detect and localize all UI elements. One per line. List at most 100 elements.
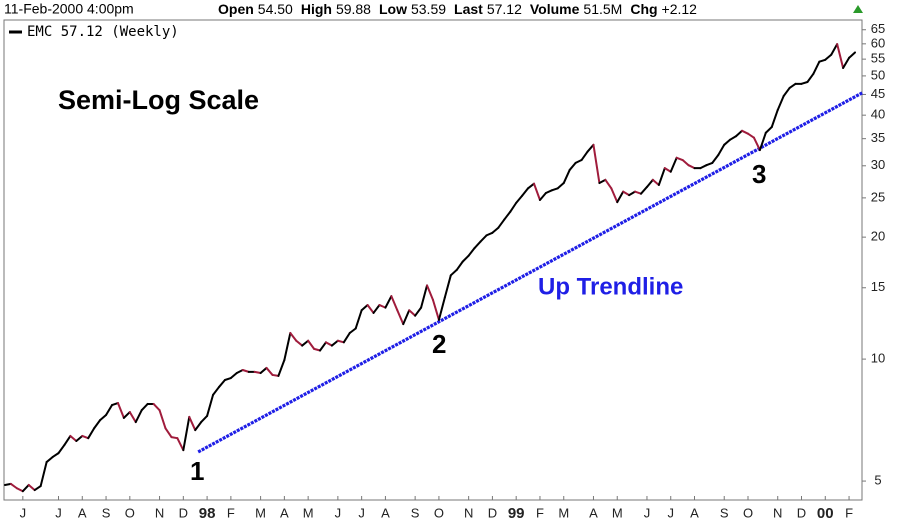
price-segment <box>289 331 298 342</box>
price-segment <box>134 409 143 424</box>
x-tick-label: O <box>434 505 444 520</box>
price-segment <box>449 268 458 277</box>
x-tick-label: S <box>411 505 420 520</box>
price-segment <box>324 341 333 347</box>
price-segment <box>319 341 327 352</box>
price-segment <box>217 379 226 389</box>
y-tick-label: 60 <box>871 35 885 50</box>
y-tick-label: 25 <box>871 189 885 204</box>
price-segment <box>277 358 286 377</box>
x-tick-label: 00 <box>817 505 834 522</box>
price-segment <box>645 178 654 188</box>
price-segment <box>782 86 791 98</box>
price-segment <box>479 234 488 243</box>
price-segment <box>538 192 547 201</box>
y-tick-label: 45 <box>871 86 885 101</box>
price-segment <box>651 178 660 186</box>
x-tick-label: F <box>536 505 544 520</box>
price-segment <box>200 414 209 424</box>
price-segment <box>140 402 149 412</box>
price-segment <box>408 309 417 317</box>
price-segment <box>544 189 553 195</box>
price-segment <box>152 402 161 412</box>
annotation: 2 <box>432 329 446 359</box>
x-tick-label: A <box>589 505 598 520</box>
price-segment <box>574 159 583 164</box>
price-segment <box>420 284 429 309</box>
price-segment <box>806 72 815 83</box>
price-segment <box>354 309 363 330</box>
price-segment <box>562 168 571 185</box>
price-segment <box>711 153 720 164</box>
x-tick-label: M <box>303 505 314 520</box>
quote-label: Chg <box>630 1 657 17</box>
x-tick-label: S <box>720 505 729 520</box>
y-tick-label: 35 <box>871 130 885 145</box>
price-segment <box>503 210 512 221</box>
quote-label: Last <box>454 1 483 17</box>
price-segment <box>687 164 696 170</box>
price-segment <box>313 347 322 352</box>
price-segment <box>634 190 643 195</box>
price-segment <box>836 43 845 69</box>
price-segment <box>63 434 72 446</box>
change-up-arrow <box>853 5 863 13</box>
price-segment <box>521 187 530 197</box>
price-segment <box>9 482 18 490</box>
price-segment <box>426 284 434 301</box>
price-segment <box>616 190 625 204</box>
price-segment <box>556 182 565 190</box>
plot-frame <box>3 19 863 501</box>
price-segment <box>752 136 761 152</box>
price-segment <box>81 434 90 440</box>
quote-label: Open <box>218 1 254 17</box>
price-segment <box>586 143 595 153</box>
price-segment <box>669 156 678 173</box>
x-tick-label: J <box>644 505 651 520</box>
x-tick-label: 98 <box>199 505 216 522</box>
x-tick-label: S <box>102 505 111 520</box>
price-segment <box>93 419 102 430</box>
x-tick-label: M <box>612 505 623 520</box>
x-tick-label: J <box>667 505 674 520</box>
price-segment <box>788 82 797 89</box>
x-tick-label: N <box>773 505 782 520</box>
price-segment <box>848 51 856 59</box>
y-tick-label: 55 <box>871 51 885 66</box>
x-tick-label: M <box>558 505 569 520</box>
annotation: 1 <box>190 456 204 486</box>
quote-label: High <box>301 1 332 17</box>
price-segment <box>336 339 345 344</box>
price-segment <box>212 386 220 396</box>
price-segment <box>206 393 215 417</box>
price-segment <box>110 402 119 407</box>
price-segment <box>610 187 619 204</box>
price-segment <box>729 135 738 141</box>
price-segment <box>170 436 179 440</box>
quote-label: Volume <box>530 1 580 17</box>
y-tick-label: 65 <box>871 21 885 36</box>
price-segment <box>681 159 690 167</box>
price-segment <box>342 331 351 344</box>
header-quote: Open 54.50 High 59.88 Low 53.59 Last 57.12 Volum… <box>218 1 697 17</box>
price-segment <box>176 437 185 452</box>
price-segment <box>99 413 108 422</box>
y-tick-label: 15 <box>871 279 885 294</box>
price-segment <box>390 295 399 312</box>
price-segment <box>764 125 773 134</box>
price-segment <box>253 370 262 375</box>
quote-label: Low <box>379 1 407 17</box>
price-segment <box>241 368 250 373</box>
price-segment <box>657 167 666 186</box>
price-segment <box>307 339 316 350</box>
price-segment <box>384 295 393 309</box>
price-segment <box>491 226 500 234</box>
x-tick-label: M <box>255 505 266 520</box>
price-segment <box>75 434 84 442</box>
price-segment <box>396 309 405 326</box>
quote-value: 59.88 <box>336 1 371 17</box>
price-segment <box>51 452 60 459</box>
price-segment <box>235 368 244 375</box>
price-segment <box>229 372 238 380</box>
